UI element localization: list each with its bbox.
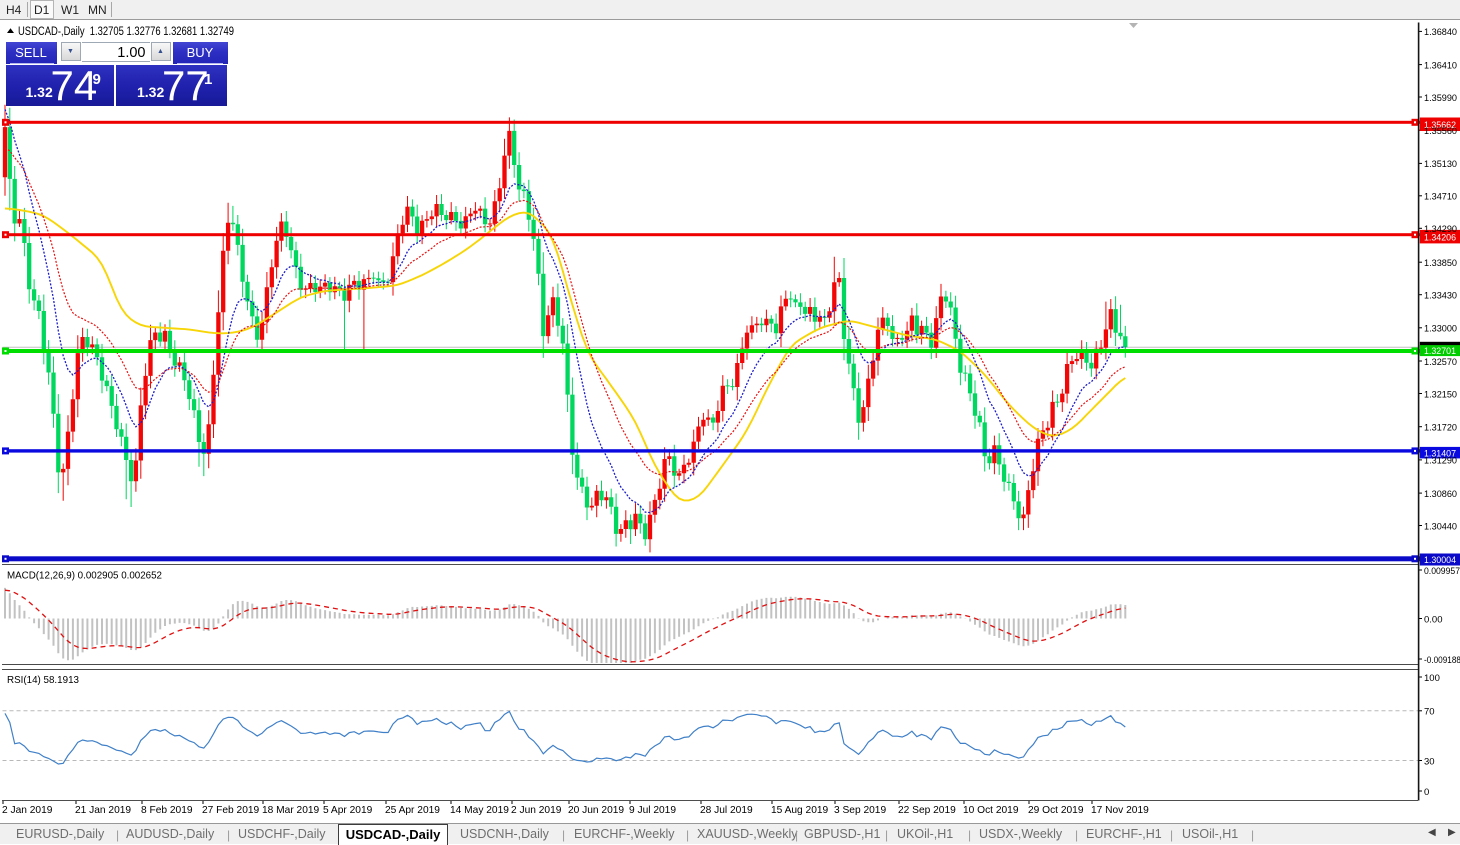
- svg-text:3 Sep 2019: 3 Sep 2019: [834, 805, 886, 816]
- svg-text:2 Jan 2019: 2 Jan 2019: [2, 805, 53, 816]
- svg-text:0.00: 0.00: [1424, 614, 1443, 625]
- svg-text:-0.009188: -0.009188: [1424, 655, 1460, 666]
- svg-text:10 Oct 2019: 10 Oct 2019: [963, 805, 1019, 816]
- svg-text:1.32150: 1.32150: [1424, 389, 1457, 400]
- svg-text:30: 30: [1424, 756, 1435, 767]
- svg-text:22 Sep 2019: 22 Sep 2019: [898, 805, 956, 816]
- svg-text:1.33000: 1.33000: [1424, 324, 1457, 335]
- svg-text:1.35662: 1.35662: [1424, 120, 1456, 131]
- svg-text:18 Mar 2019: 18 Mar 2019: [262, 805, 320, 816]
- svg-text:100: 100: [1424, 673, 1440, 684]
- svg-text:20 Jun 2019: 20 Jun 2019: [568, 805, 624, 816]
- svg-text:1.30004: 1.30004: [1424, 555, 1456, 566]
- svg-text:0: 0: [1424, 787, 1429, 798]
- svg-text:5 Apr 2019: 5 Apr 2019: [323, 805, 373, 816]
- svg-text:28 Jul 2019: 28 Jul 2019: [700, 805, 753, 816]
- svg-text:1.34290: 1.34290: [1424, 224, 1457, 235]
- svg-text:1.32570: 1.32570: [1424, 357, 1457, 368]
- svg-text:27 Feb 2019: 27 Feb 2019: [202, 805, 260, 816]
- svg-text:2 Jun 2019: 2 Jun 2019: [511, 805, 562, 816]
- svg-text:21 Jan 2019: 21 Jan 2019: [75, 805, 131, 816]
- svg-text:MACD(12,26,9) 0.002905 0.00265: MACD(12,26,9) 0.002905 0.002652: [7, 569, 162, 581]
- svg-text:1.33430: 1.33430: [1424, 291, 1457, 302]
- svg-text:RSI(14) 58.1913: RSI(14) 58.1913: [7, 674, 79, 686]
- svg-text:8 Feb 2019: 8 Feb 2019: [141, 805, 193, 816]
- svg-text:1.35560: 1.35560: [1424, 126, 1457, 137]
- svg-text:1.35990: 1.35990: [1424, 93, 1457, 104]
- svg-text:1.30440: 1.30440: [1424, 521, 1457, 532]
- svg-text:70: 70: [1424, 707, 1435, 718]
- svg-text:1.36840: 1.36840: [1424, 27, 1457, 38]
- svg-text:1.30860: 1.30860: [1424, 489, 1457, 500]
- svg-text:1.33850: 1.33850: [1424, 258, 1457, 269]
- svg-text:9 Jul 2019: 9 Jul 2019: [629, 805, 676, 816]
- svg-text:14 May 2019: 14 May 2019: [450, 805, 509, 816]
- svg-text:1.36410: 1.36410: [1424, 60, 1457, 71]
- svg-text:1.32701: 1.32701: [1424, 346, 1456, 357]
- svg-text:15 Aug 2019: 15 Aug 2019: [771, 805, 829, 816]
- svg-text:1.34206: 1.34206: [1424, 232, 1456, 243]
- svg-text:0.009957: 0.009957: [1424, 566, 1460, 577]
- svg-text:1.31407: 1.31407: [1424, 448, 1456, 459]
- svg-text:1.35130: 1.35130: [1424, 159, 1457, 170]
- svg-text:1.31720: 1.31720: [1424, 423, 1457, 434]
- svg-text:17 Nov 2019: 17 Nov 2019: [1091, 805, 1149, 816]
- svg-text:1.31290: 1.31290: [1424, 456, 1457, 467]
- svg-text:USDCAD-,Daily 1.32705 1.32776: USDCAD-,Daily 1.32705 1.32776 1.32681 1.…: [18, 26, 234, 38]
- svg-text:25 Apr 2019: 25 Apr 2019: [385, 805, 440, 816]
- svg-text:1.34710: 1.34710: [1424, 192, 1457, 203]
- svg-text:29 Oct 2019: 29 Oct 2019: [1028, 805, 1084, 816]
